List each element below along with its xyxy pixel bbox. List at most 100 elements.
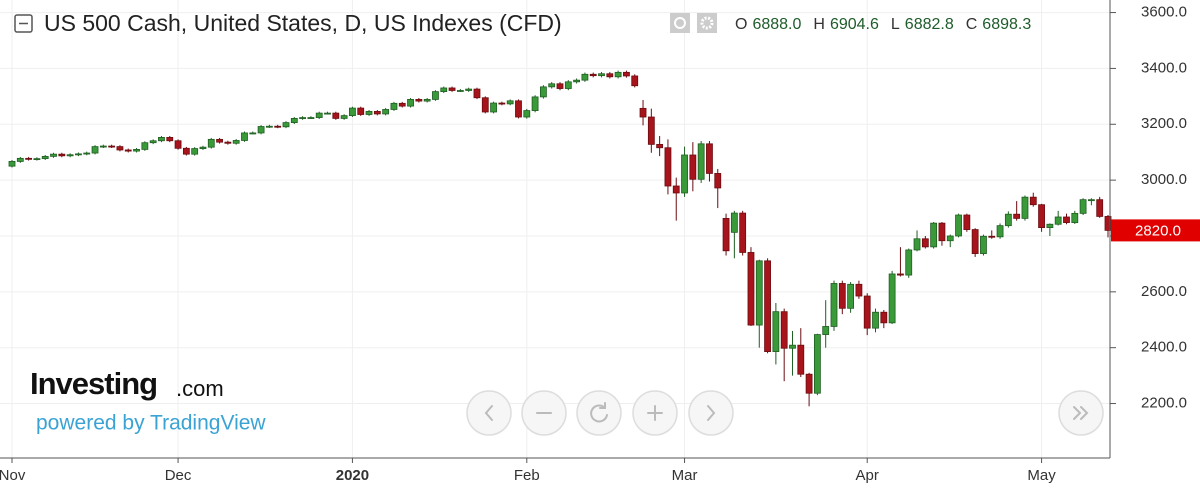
settings-icon-glyph [700, 16, 714, 30]
reset-button[interactable] [576, 390, 622, 436]
y-tick-label: 3200.0 [1141, 115, 1187, 132]
candle-body [830, 283, 838, 327]
candle-body [656, 143, 664, 149]
candle-body [797, 344, 805, 375]
candle-body [481, 97, 489, 113]
legend-key: H [813, 16, 825, 33]
x-tick-label: Feb [514, 467, 540, 484]
candles [8, 70, 1112, 407]
candle-body [955, 214, 962, 237]
legend-key: C [966, 16, 978, 33]
candle-body [158, 136, 165, 142]
candle-body [921, 238, 929, 248]
legend-value: 6882.8 [905, 16, 954, 33]
candle-body [647, 116, 655, 145]
candle-body [971, 229, 979, 254]
candle-body [606, 73, 614, 78]
candle-body [980, 235, 987, 254]
candle-body [290, 118, 298, 123]
x-tick-label: 2020 [336, 467, 369, 484]
candle-body [614, 71, 622, 78]
candle-body [1096, 199, 1104, 217]
eye-icon-glyph [674, 17, 686, 29]
candle-body [58, 153, 66, 157]
right-icon [707, 405, 716, 421]
settings-icon[interactable] [697, 13, 717, 33]
x-tick-label: Mar [672, 467, 698, 484]
candle-body [739, 212, 747, 253]
candle-body [415, 99, 423, 102]
legend-value: 6904.6 [830, 16, 879, 33]
candle-body [241, 132, 248, 141]
scroll-left-button[interactable] [466, 390, 512, 436]
scroll-right-button[interactable] [688, 390, 734, 436]
legend-key: L [891, 16, 900, 33]
candle-body [83, 152, 91, 155]
candle-body [133, 149, 140, 152]
powered-by: powered by TradingView [36, 412, 266, 435]
candle-body [930, 222, 938, 248]
candle-body [573, 79, 581, 83]
y-tick-label: 2200.0 [1141, 395, 1187, 412]
candle-body [506, 100, 514, 105]
y-tick-label: 3600.0 [1141, 4, 1187, 21]
candle-body [963, 214, 971, 230]
candle-body [407, 99, 414, 107]
candle-body [99, 145, 107, 148]
y-tick-label: 2600.0 [1141, 283, 1187, 300]
candle-body [141, 142, 149, 150]
logo-suffix: .com [176, 376, 224, 401]
candle-body [149, 140, 157, 144]
candle-body [274, 125, 282, 128]
left-icon [484, 405, 493, 421]
candle-body [639, 107, 647, 118]
axes: 2200.02400.02600.02800.03000.03200.03400… [0, 4, 1200, 484]
candle-body [349, 107, 356, 117]
end-icon [1073, 406, 1089, 420]
plus-icon [647, 405, 663, 421]
candle-body [880, 311, 888, 324]
candle-body [75, 153, 82, 156]
candle-body [33, 158, 41, 161]
candle-body [1004, 213, 1012, 227]
x-tick-label: Dec [165, 467, 192, 484]
candle-body [498, 102, 506, 105]
chart-title: US 500 Cash, United States, D, US Indexe… [44, 10, 562, 36]
candle-body [199, 146, 207, 149]
candle-body [66, 154, 74, 157]
price-tag [1111, 219, 1200, 242]
candle-body [523, 110, 531, 118]
candle-body [589, 73, 597, 77]
candle-body [1079, 199, 1087, 214]
candle-body [382, 109, 390, 115]
candle-body [872, 311, 879, 329]
candle-body [224, 141, 232, 144]
candle-body [456, 90, 464, 92]
ohlc-legend: O 6888.0 H 6904.6 L 6882.8 C 6898.3 [735, 16, 1031, 33]
candle-body [697, 143, 705, 180]
candle-body [340, 115, 348, 119]
eye-icon[interactable] [670, 13, 690, 33]
candle-body [905, 249, 913, 276]
candle-body [432, 91, 439, 100]
collapse-icon[interactable] [14, 14, 33, 33]
candle-body [838, 283, 846, 309]
candle-body [515, 100, 522, 118]
candle-body [315, 112, 323, 118]
candle-body [8, 161, 16, 167]
candle-body [805, 373, 813, 394]
candle-body [232, 140, 240, 144]
candle-body [863, 295, 871, 329]
candle-body [764, 260, 771, 352]
candle-body [174, 140, 182, 149]
candle-body [440, 87, 448, 93]
candle-body [1021, 196, 1029, 219]
candle-body [631, 75, 639, 87]
candle-body [116, 146, 124, 151]
candle-body [1063, 216, 1070, 223]
candle-body [855, 283, 863, 297]
candle-body [938, 222, 946, 242]
candle-body [664, 147, 672, 187]
y-tick-label: 3000.0 [1141, 171, 1187, 188]
